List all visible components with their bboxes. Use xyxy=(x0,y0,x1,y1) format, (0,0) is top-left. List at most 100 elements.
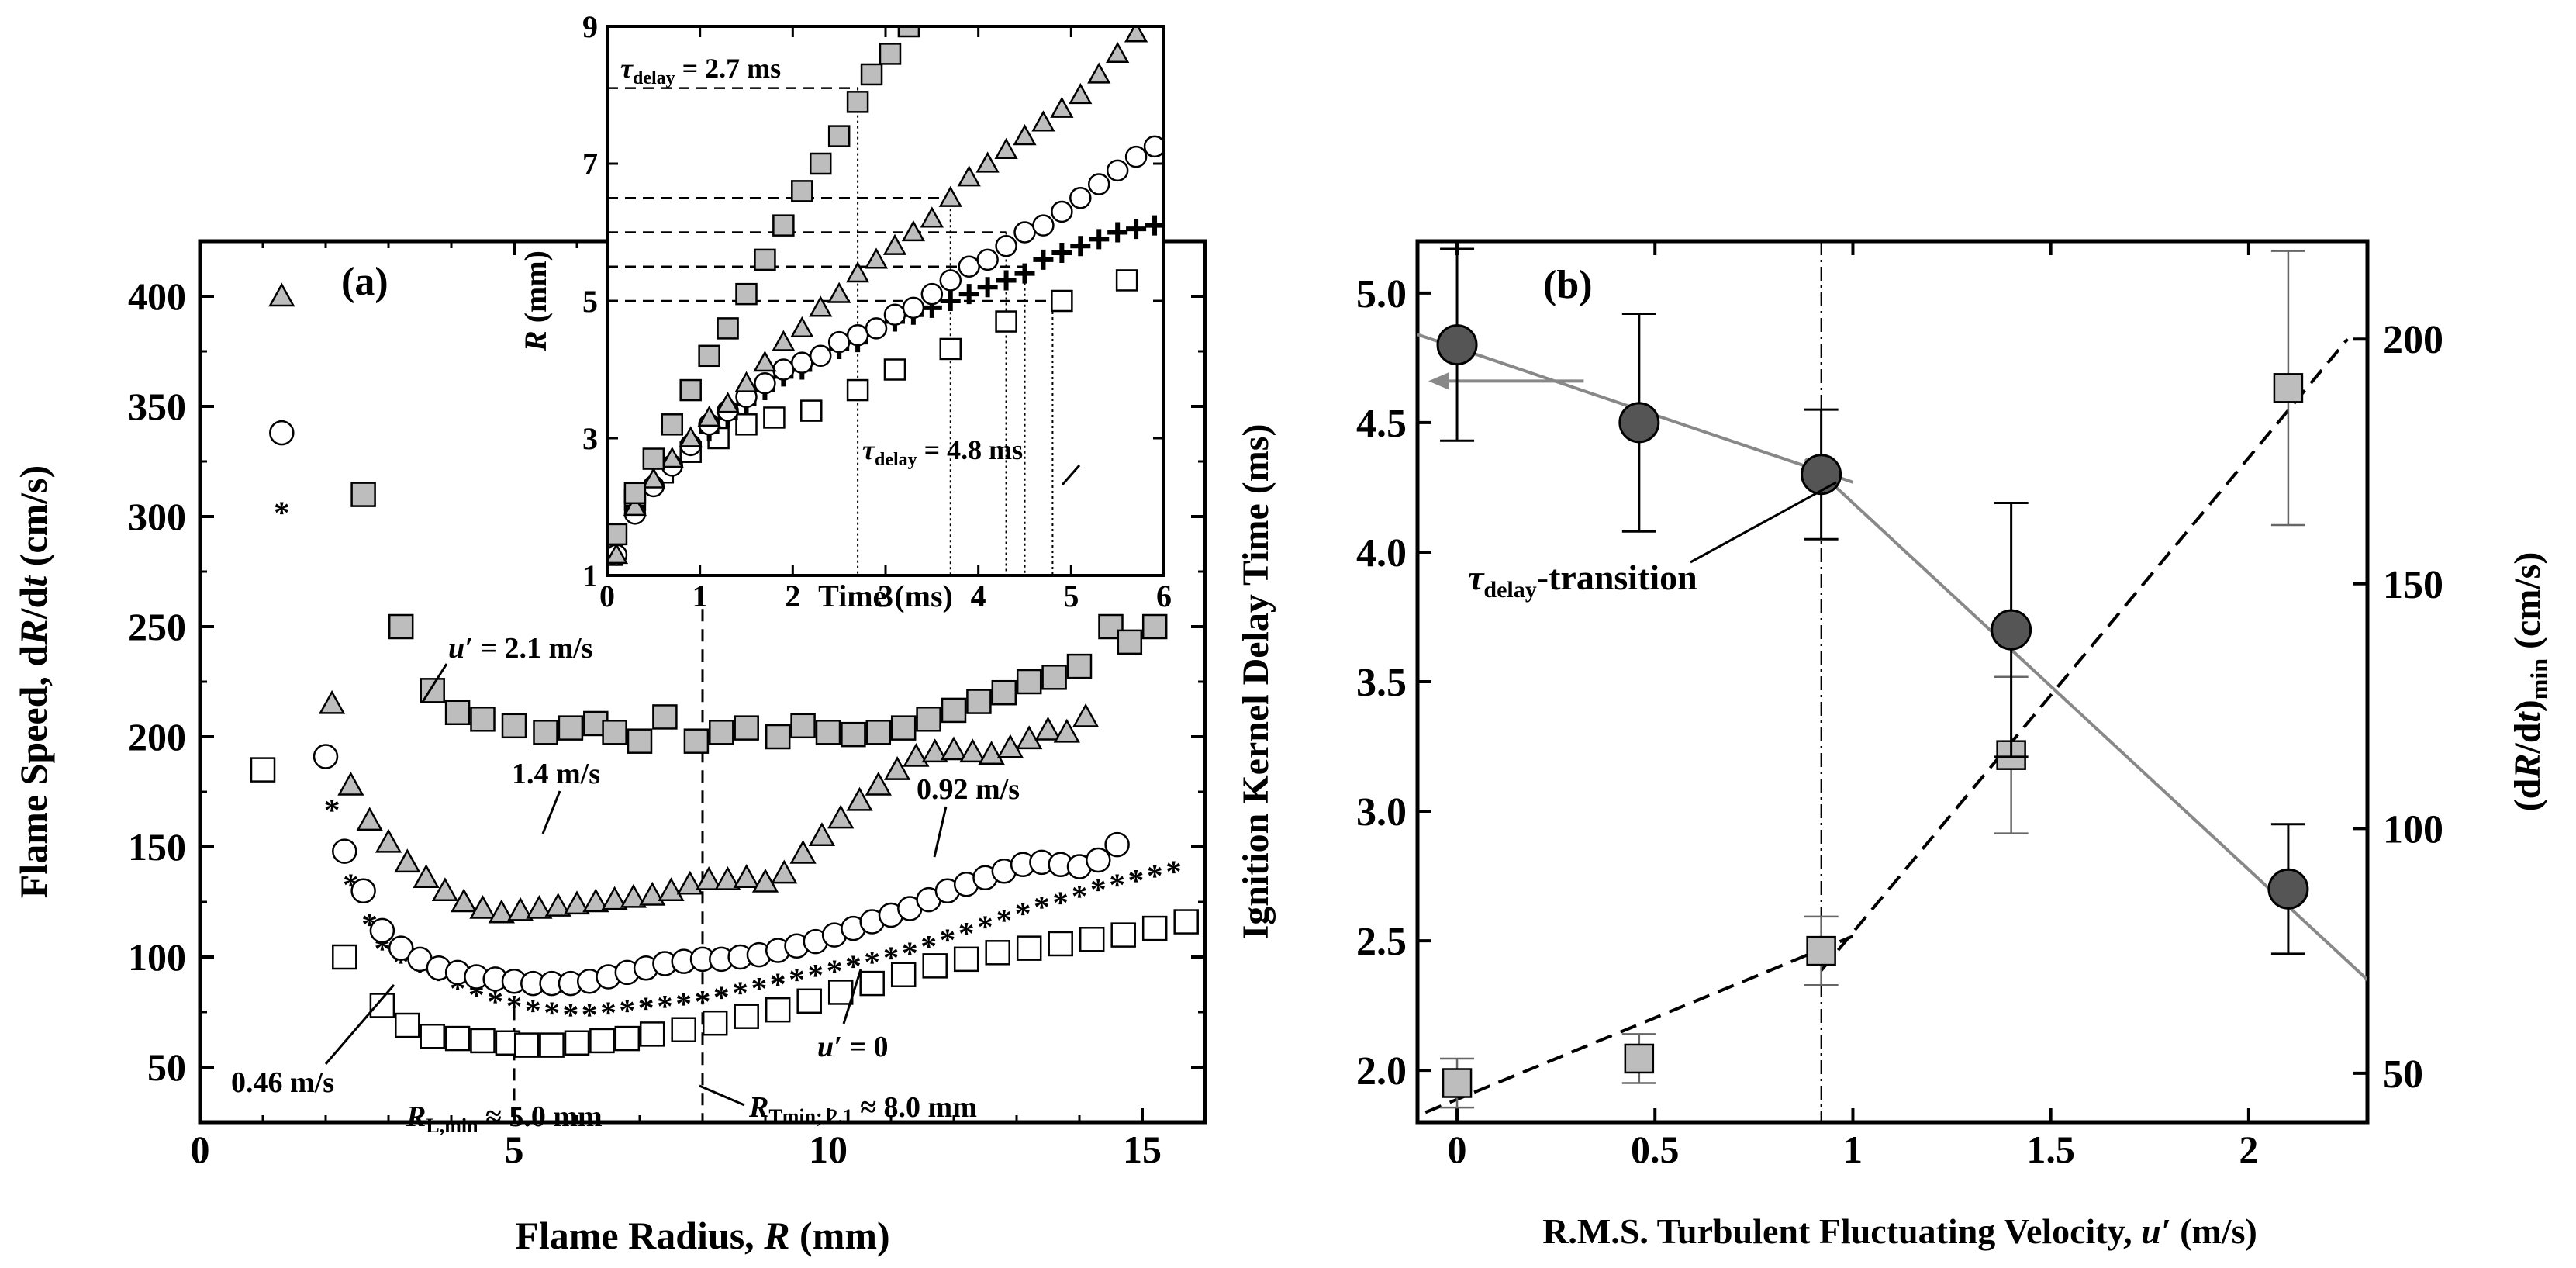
inset-data-point-open-square xyxy=(763,406,786,429)
data-point-filled-square xyxy=(709,720,734,745)
data-point-filled-square xyxy=(1066,653,1093,679)
data-point-star: * xyxy=(940,922,956,958)
x-tick-label: 15 xyxy=(1123,1128,1162,1171)
data-point-star: * xyxy=(1052,884,1069,920)
data-point-star: * xyxy=(1128,862,1145,898)
inset-data-point-plus xyxy=(1126,219,1147,240)
data-point-filled-square xyxy=(388,613,414,640)
panel-a-label: (a) xyxy=(341,260,388,304)
annotation-r-tmin-leader xyxy=(699,1084,745,1107)
data-point-open-circle xyxy=(332,838,357,864)
data-point-star: * xyxy=(732,975,748,1011)
inset-data-point-open-circle xyxy=(865,317,888,340)
inset-data-point-open-square xyxy=(995,310,1017,333)
data-point-open-square xyxy=(395,1012,420,1038)
inset-data-point-plus xyxy=(1089,229,1110,250)
inset-data-point-plus xyxy=(1033,249,1054,270)
data-point-star: * xyxy=(525,992,541,1028)
panel-b: 0 0.5 1 1.5 2 2.0 2.5 3.0 3.5 4.0 4.5 5.0 50 100 150 20… xyxy=(1235,239,2553,1251)
data-point-open-square xyxy=(953,946,979,973)
data-point-open-square xyxy=(702,1010,728,1036)
data-point-open-square xyxy=(589,1028,615,1054)
data-point-filled-triangle xyxy=(996,734,1024,758)
inset-data-point-filled-triangle xyxy=(790,316,814,338)
data-point-star: * xyxy=(544,994,560,1030)
data-point-filled-triangle xyxy=(469,894,496,919)
data-point-filled-triangle xyxy=(620,883,647,908)
inset-data-point-open-square xyxy=(1051,289,1073,313)
data-point-filled-square xyxy=(533,720,558,745)
inset-x-axis-label: Time (ms) xyxy=(818,579,953,613)
annotation-r-lmin: RL,min ≈ 5.0 mm xyxy=(406,1100,603,1137)
data-point-filled-triangle xyxy=(1072,703,1100,727)
y-tick-label: 400 xyxy=(128,275,186,318)
data-point-filled-square xyxy=(941,697,967,724)
inset-data-point-filled-triangle xyxy=(1087,62,1111,84)
data-point-filled-triangle xyxy=(375,828,402,853)
data-point-star: * xyxy=(713,979,730,1014)
b-y-tick-label: 2.5 xyxy=(1356,920,1407,964)
data-point-star: * xyxy=(864,944,880,980)
data-point-filled-triangle xyxy=(808,822,836,847)
data-point-filled-square xyxy=(1016,669,1042,695)
inset-data-point-open-circle xyxy=(846,324,869,347)
inset-data-point-filled-triangle xyxy=(734,371,758,392)
inset-data-point-plus xyxy=(996,270,1017,291)
data-point-filled-triangle xyxy=(563,890,591,915)
inset-data-point-filled-square xyxy=(698,344,720,368)
annotation-u-2.1-leader xyxy=(421,663,448,703)
inset-data-point-filled-triangle xyxy=(975,151,1000,173)
y-tick-label: 100 xyxy=(128,935,186,979)
inset-data-point-filled-triangle xyxy=(679,426,703,447)
x-tick-label: 0 xyxy=(191,1128,210,1171)
data-point-filled-triangle xyxy=(959,738,986,763)
inset-data-point-filled-triangle xyxy=(920,206,944,228)
data-point-star: * xyxy=(751,970,768,1006)
inset-data-point-filled-triangle xyxy=(864,247,889,269)
inset-data-point-filled-triangle xyxy=(882,233,907,255)
data-point-filled-triangle xyxy=(827,804,855,829)
data-point-filled-square xyxy=(501,713,527,739)
data-point-filled-square xyxy=(865,720,892,745)
data-point-filled-square xyxy=(1117,629,1143,655)
inset-data-point-open-circle xyxy=(1069,187,1092,209)
data-point-open-square xyxy=(564,1030,590,1056)
data-point-star: * xyxy=(1072,878,1088,914)
inset-data-point-open-circle xyxy=(883,303,906,326)
data-point-filled-triangle xyxy=(789,839,817,864)
data-point-filled-triangle xyxy=(771,859,798,884)
data-point-filled-square xyxy=(734,715,759,741)
data-point-filled-triangle xyxy=(751,868,779,893)
b-y2-tick-label: 50 xyxy=(2383,1052,2423,1097)
data-point-filled-triangle xyxy=(1016,725,1043,750)
inset-annotation-tau-2.7: τdelay = 2.7 ms xyxy=(620,53,781,88)
data-point-open-square xyxy=(420,1023,445,1049)
data-point-star: * xyxy=(506,988,523,1024)
data-point-star: * xyxy=(1034,889,1050,924)
panel-b-y2-axis-label: (dR/dt)min (cm/s) xyxy=(2507,552,2553,812)
inset-data-point-plus xyxy=(1070,236,1091,257)
inset-data-point-open-circle xyxy=(809,344,832,368)
y-tick-label: 150 xyxy=(128,825,186,869)
data-point-filled-square xyxy=(1041,665,1067,690)
speed-data-point xyxy=(2273,373,2304,403)
data-point-star: * xyxy=(1109,867,1125,903)
data-point-open-square xyxy=(1048,931,1073,957)
inset-data-point-plus xyxy=(1107,222,1128,243)
inset-data-point-filled-triangle xyxy=(753,351,777,372)
panel-b-label: (b) xyxy=(1543,263,1593,307)
data-point-open-square xyxy=(796,988,822,1014)
inset-data-point-open-circle xyxy=(754,371,776,395)
data-point-filled-triangle xyxy=(865,771,892,796)
inset-data-point-filled-triangle xyxy=(809,295,833,317)
data-point-filled-square xyxy=(444,700,471,726)
data-point-filled-triangle xyxy=(940,736,968,761)
data-point-filled-square xyxy=(470,707,496,732)
data-point-filled-triangle xyxy=(846,786,873,811)
data-point-open-square xyxy=(922,953,948,979)
b-x-tick-label: 1 xyxy=(1843,1128,1863,1171)
data-point-filled-square xyxy=(991,679,1017,706)
inset-data-point-filled-triangle xyxy=(901,219,926,242)
